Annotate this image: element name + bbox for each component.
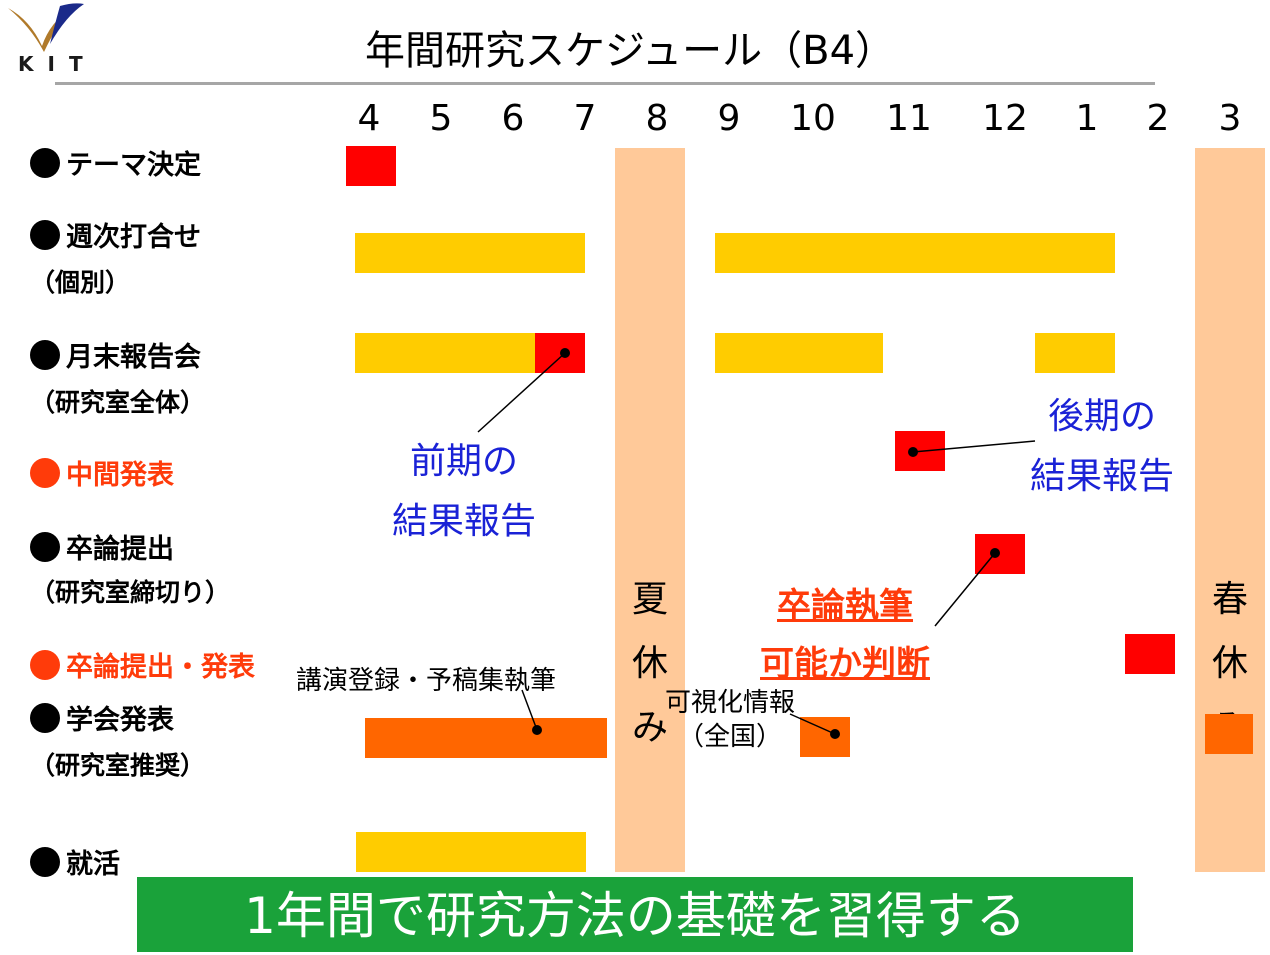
bullet-icon [30,220,60,250]
conference-prep-bar [365,718,607,758]
row-label-text: 卒論提出 [66,534,174,565]
row-label-text: 卒論提出・発表 [66,652,255,683]
spring-char-2: 休 [1211,643,1248,684]
spring-char-1: 春 [1211,579,1248,620]
monthly-report-bar-second [715,333,883,373]
leader-dot-visualization [830,729,840,739]
month-11: 11 [886,98,932,139]
first-half-note-line-1: 前期の [409,441,518,482]
monthly-report-bar-third [1035,333,1115,373]
bullet-icon [30,340,60,370]
leader-dot-thesis-writing [990,548,1000,558]
thesis-writing-note: 卒論執筆 可能か判断 [720,577,970,693]
row-sub-thesis-lab: （研究室締切り） [30,578,231,607]
row-label-text: 週次打合せ [66,222,201,253]
row-label-jobhunt: 就活 [30,842,120,881]
month-3: 3 [1218,98,1242,139]
month-6: 6 [501,98,525,139]
first-half-report-note: 前期の 結果報告 [364,432,564,552]
summer-vacation-band: 夏 休 み [615,148,685,872]
bullet-icon [30,703,60,733]
bullet-icon [30,847,60,877]
month-5: 5 [429,98,453,139]
row-label-text: テーマ決定 [66,150,201,181]
weekly-meeting-bar-second [715,233,1115,273]
thesis-final-marker [1125,634,1175,674]
row-label-midterm: 中間発表 [30,453,174,492]
weekly-meeting-bar-first [355,233,585,273]
bullet-icon [30,532,60,562]
month-1: 1 [1075,98,1099,139]
theme-decision-marker [346,146,396,186]
visualization-note-line-2: （全国） [677,722,782,752]
thesis-writing-note-line-1: 卒論執筆 [777,586,913,626]
page-title: 年間研究スケジュール（B4） [364,28,896,74]
row-label-weekly: 週次打合せ [30,215,201,254]
month-10: 10 [790,98,836,139]
second-half-report-note: 後期の 結果報告 [1002,387,1202,507]
second-half-note-line-2: 結果報告 [1029,456,1174,497]
row-label-thesis-final: 卒論提出・発表 [30,645,255,684]
leader-dot-first-half [560,348,570,358]
row-sub-conference: （研究室推奨） [30,751,206,780]
row-label-text: 中間発表 [66,460,174,491]
visualization-note: 可視化情報 （全国） [620,686,840,754]
leader-line-conference-prep [521,689,538,731]
kit-logo-mark [8,3,84,52]
spring-conference-marker [1205,714,1253,754]
title-divider [55,82,1155,85]
month-7: 7 [573,98,597,139]
job-hunting-bar [356,832,586,872]
thesis-writing-note-line-2: 可能か判断 [760,644,930,684]
month-8: 8 [645,98,669,139]
leader-line-first-half [477,352,566,433]
month-2: 2 [1146,98,1170,139]
row-sub-monthly: （研究室全体） [30,388,206,417]
summer-char-1: 夏 [631,579,668,620]
month-12: 12 [982,98,1028,139]
visualization-note-line-1: 可視化情報 [664,688,795,718]
row-label-text: 学会発表 [66,705,174,736]
conference-prep-note: 講演登録・予稿集執筆 [296,666,557,696]
leader-dot-second-half [908,447,918,457]
row-sub-weekly: （個別） [30,268,131,297]
row-label-text: 就活 [66,849,120,880]
row-label-monthly: 月末報告会 [30,335,201,374]
month-4: 4 [357,98,381,139]
leader-line-visualization [789,713,836,735]
row-label-theme: テーマ決定 [30,143,201,182]
logo-text: KIT [18,52,97,76]
row-label-thesis-lab: 卒論提出 [30,527,174,566]
leader-dot-conference-prep [532,725,542,735]
month-9: 9 [717,98,741,139]
bullet-icon [30,650,60,680]
summary-banner: 1年間で研究方法の基礎を習得する [137,877,1133,952]
bullet-icon [30,458,60,488]
visualization-conference-marker [800,717,850,757]
second-half-note-line-1: 後期の [1047,396,1156,437]
summer-char-3: み [631,707,668,748]
row-label-text: 月末報告会 [66,342,201,373]
summer-char-2: 休 [631,643,668,684]
row-label-conference: 学会発表 [30,698,174,737]
bullet-icon [30,148,60,178]
leader-line-thesis-writing [934,552,996,627]
leader-line-second-half [912,440,1036,453]
first-half-note-line-2: 結果報告 [391,501,536,542]
summer-vacation-label: 夏 休 み [620,568,680,760]
